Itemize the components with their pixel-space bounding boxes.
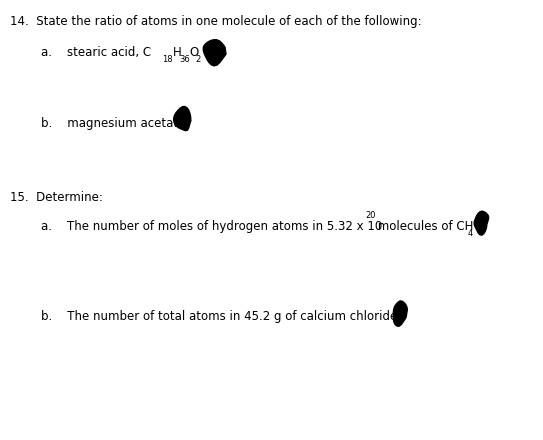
Polygon shape — [174, 106, 191, 131]
Text: b.    magnesium acetate: b. magnesium acetate — [41, 117, 185, 130]
Text: a.    The number of moles of hydrogen atoms in 5.32 x 10: a. The number of moles of hydrogen atoms… — [41, 220, 382, 233]
Text: H: H — [173, 46, 181, 59]
Text: 2: 2 — [196, 55, 201, 64]
Text: 18: 18 — [162, 55, 173, 64]
Text: 14.  State the ratio of atoms in one molecule of each of the following:: 14. State the ratio of atoms in one mole… — [10, 15, 421, 29]
Text: O: O — [190, 46, 199, 59]
Polygon shape — [474, 211, 489, 235]
Text: 4: 4 — [468, 229, 472, 238]
Text: 20: 20 — [365, 211, 376, 220]
Text: b.    The number of total atoms in 45.2 g of calcium chloride: b. The number of total atoms in 45.2 g o… — [41, 310, 397, 323]
Text: 15.  Determine:: 15. Determine: — [10, 191, 103, 205]
Polygon shape — [203, 40, 226, 66]
Polygon shape — [393, 301, 407, 326]
Text: molecules of CH: molecules of CH — [375, 220, 474, 233]
Text: a.    stearic acid, C: a. stearic acid, C — [41, 46, 151, 59]
Text: 36: 36 — [179, 55, 190, 64]
